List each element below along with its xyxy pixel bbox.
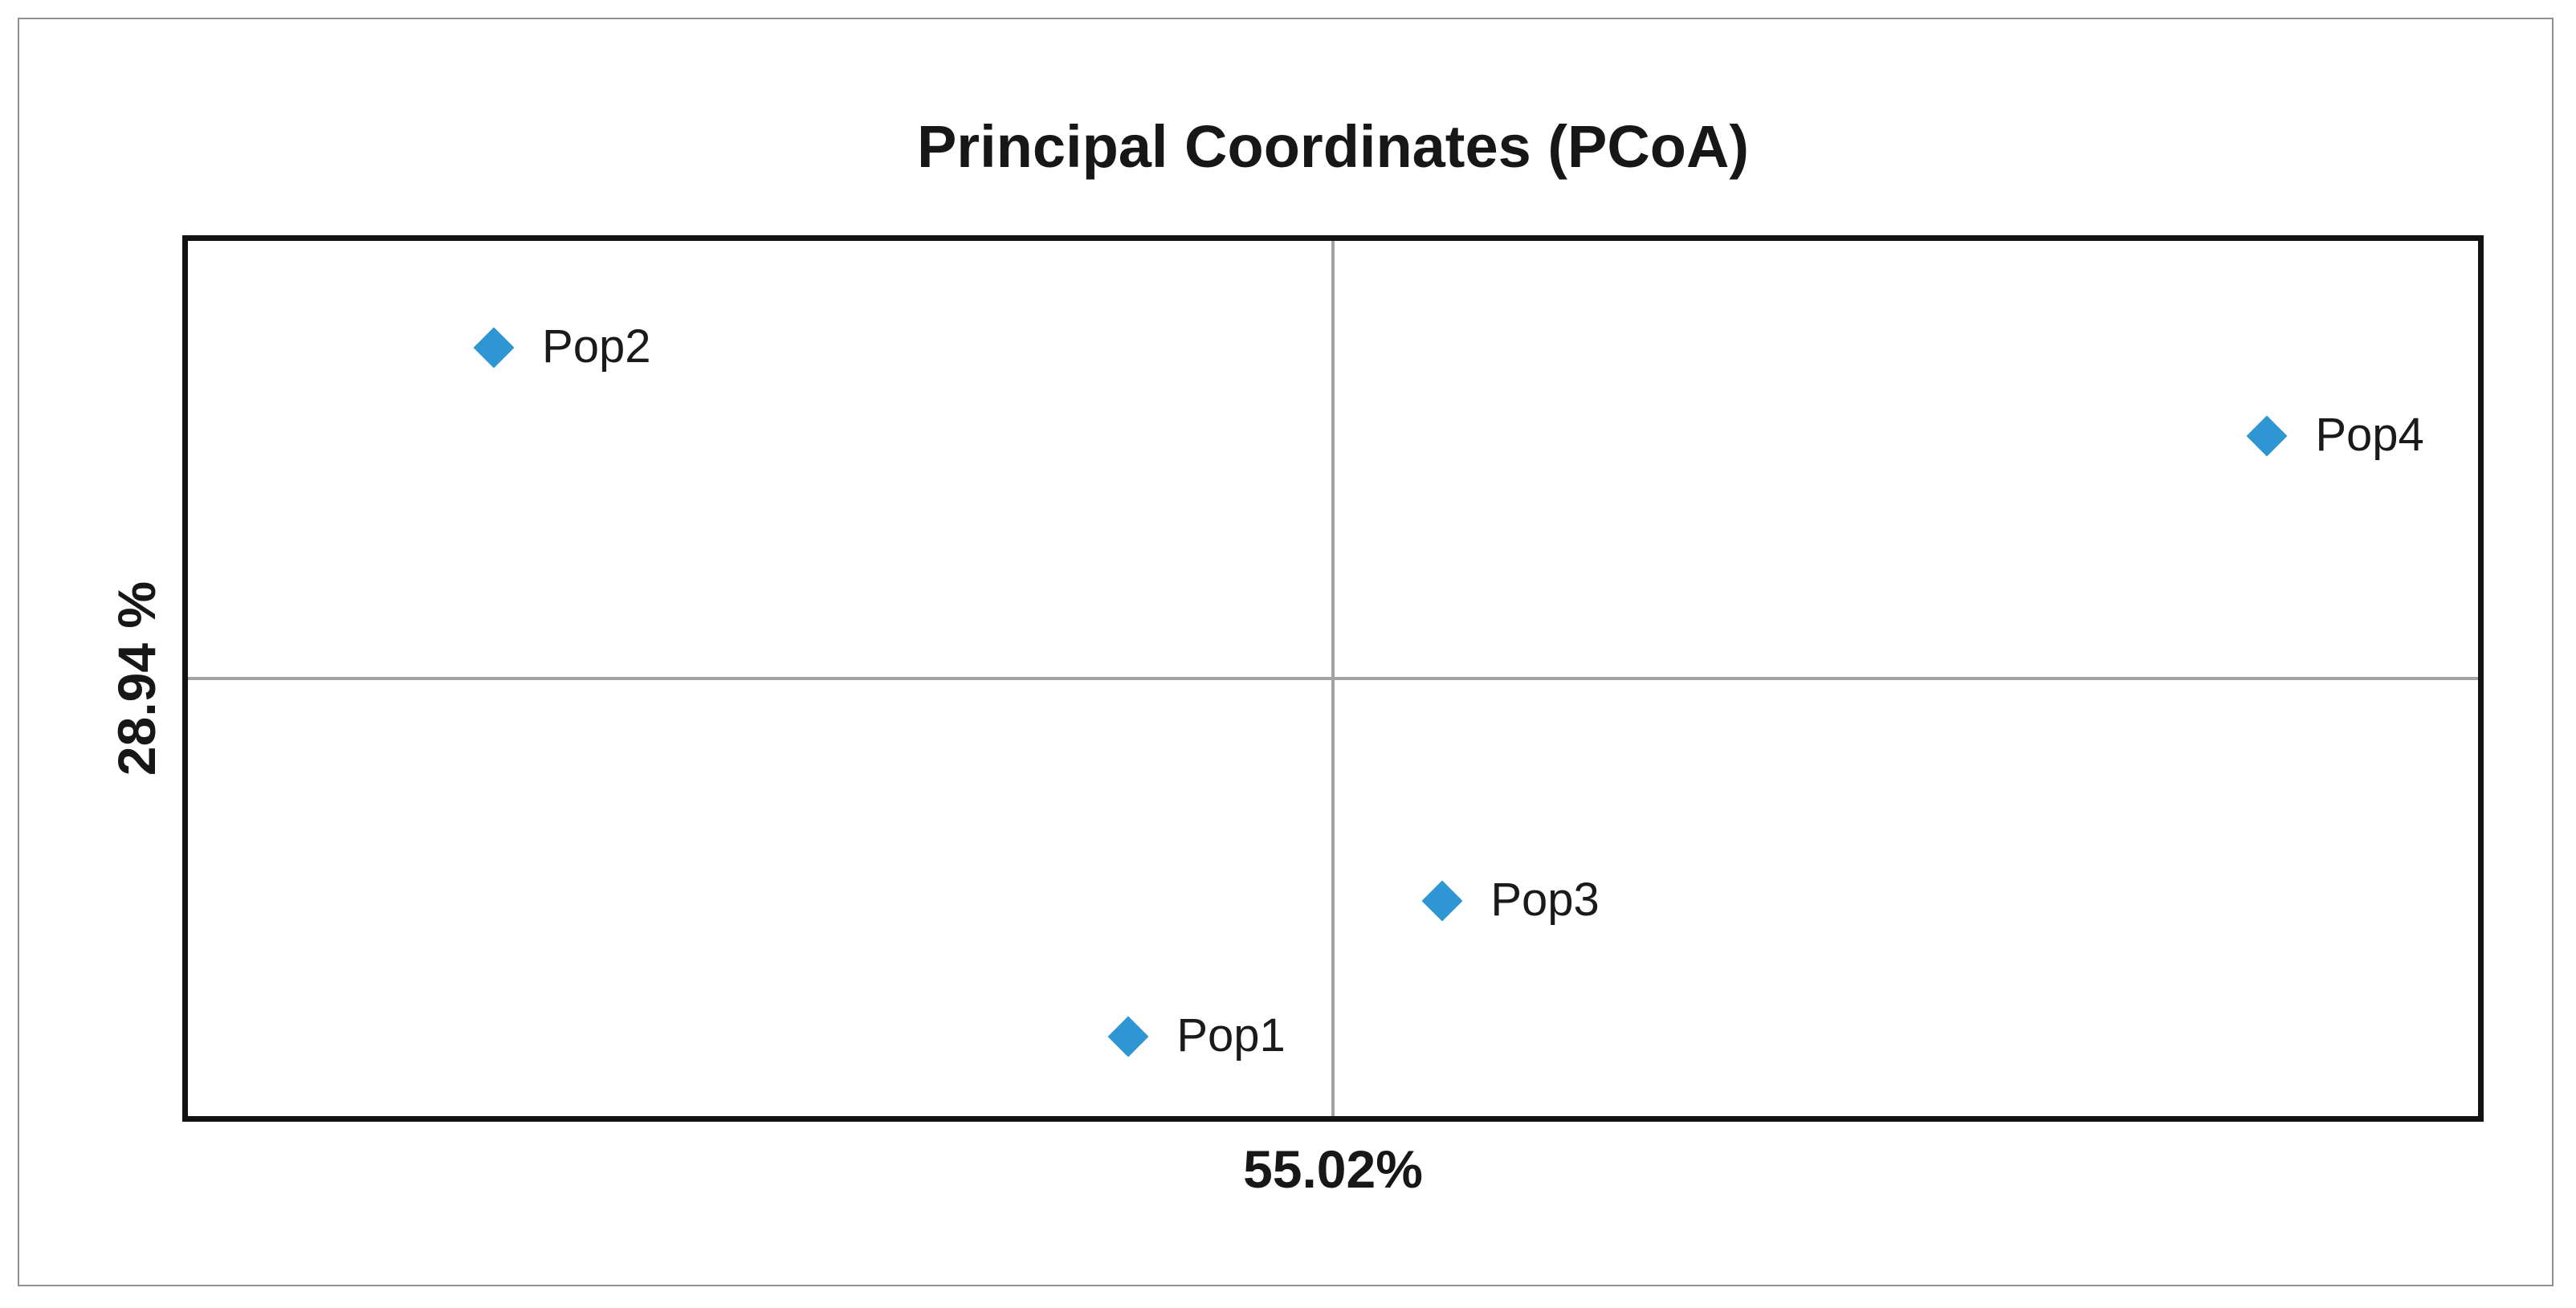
diamond-marker-icon xyxy=(2246,415,2288,457)
x-axis-label: 55.02% xyxy=(1243,1139,1423,1199)
diamond-marker-icon xyxy=(1421,880,1463,922)
plot-area: Pop1 Pop2 Pop3 Pop4 xyxy=(182,235,2484,1122)
horizontal-axis-line xyxy=(188,677,2478,680)
point-label: Pop2 xyxy=(542,320,651,373)
point-label: Pop1 xyxy=(1176,1009,1286,1062)
diamond-marker-icon xyxy=(473,327,515,369)
chart-title: Principal Coordinates (PCoA) xyxy=(916,113,1750,180)
point-label: Pop4 xyxy=(2315,409,2424,462)
diamond-marker-icon xyxy=(1107,1016,1149,1057)
point-label: Pop3 xyxy=(1490,874,1600,927)
y-axis-label: 28.94 % xyxy=(107,581,166,776)
